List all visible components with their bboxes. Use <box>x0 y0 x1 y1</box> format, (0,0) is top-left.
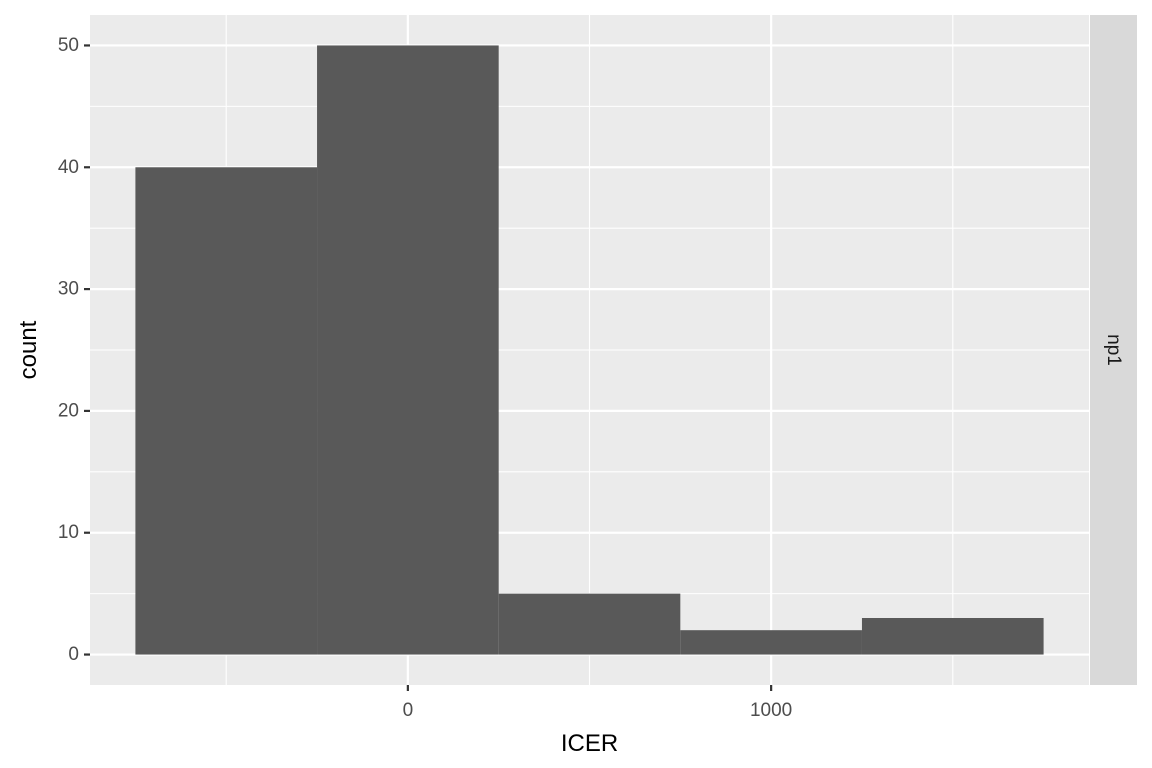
facet-strip-label: np1 <box>1103 334 1124 366</box>
facet-strip <box>1090 15 1137 685</box>
axis-ticks <box>84 44 773 691</box>
y-tick-label: 50 <box>58 35 79 56</box>
histogram-bar <box>861 618 1044 655</box>
axis-tick-labels: 0 10 20 30 40 50 0 1000 <box>58 35 792 721</box>
x-tick-label: 0 <box>403 700 414 721</box>
histogram-bar <box>317 45 499 655</box>
histogram-bar <box>498 593 681 655</box>
histogram-bars <box>135 45 1044 655</box>
y-tick-label: 0 <box>68 644 79 665</box>
y-axis-title: count <box>15 320 42 379</box>
x-axis-title: ICER <box>561 730 618 757</box>
y-tick-label: 10 <box>58 522 79 543</box>
histogram-bar <box>680 630 862 655</box>
y-tick-label: 20 <box>58 400 79 421</box>
y-tick-label: 30 <box>58 279 79 300</box>
y-tick-label: 40 <box>58 157 79 178</box>
histogram-bar <box>135 167 318 655</box>
x-tick-label: 1000 <box>750 700 792 721</box>
